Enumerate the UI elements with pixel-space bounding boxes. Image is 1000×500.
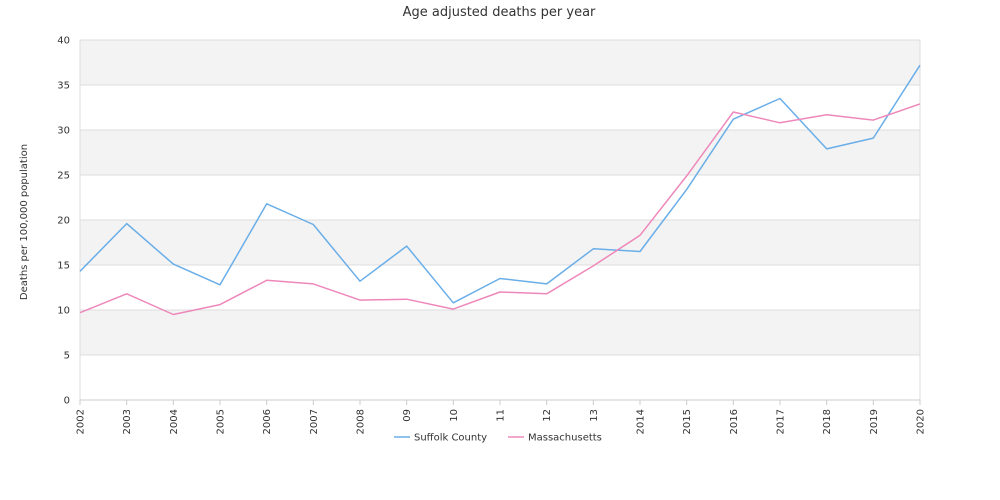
y-tick-label: 10 [57,306,70,317]
y-tick-label: 0 [64,396,70,407]
x-tick-label: 2019 [869,409,880,434]
y-tick-label: 40 [57,36,70,47]
y-tick-label: 5 [64,351,70,362]
grid-band [80,130,920,175]
x-tick-label: 2008 [356,409,367,434]
x-tick-label: 09 [402,409,413,422]
x-tick-label: 11 [496,409,507,422]
grid-band [80,310,920,355]
legend-label: Massachusetts [528,433,602,444]
legend-label: Suffolk County [414,433,487,444]
y-tick-label: 30 [57,126,70,137]
y-tick-label: 20 [57,216,70,227]
x-tick-label: 2004 [169,409,180,434]
grid-band [80,40,920,85]
grid-band [80,355,920,400]
x-tick-label: 2018 [822,409,833,434]
x-axis: 2002 2003 2004 2005 2006 2007 2008 09 10 11 12 13 20… [76,400,927,434]
x-tick-label: 10 [449,409,460,422]
legend: Suffolk County Massachusetts [394,433,602,444]
x-tick-label: 2005 [216,409,227,434]
series-group [79,64,921,316]
x-tick-label: 12 [542,409,553,422]
x-tick-label: 2007 [309,409,320,434]
x-tick-label: 2015 [682,409,693,434]
grid-bands [80,40,920,400]
y-tick-label: 35 [57,81,70,92]
y-tick-label: 15 [57,261,70,272]
legend-item: Massachusetts [508,433,602,444]
x-tick-label: 2002 [76,409,87,434]
y-tick-label: 25 [57,171,70,182]
x-tick-label: 2014 [636,409,647,434]
y-axis-label: Deaths per 100,000 population [19,144,30,300]
x-tick-label: 13 [589,409,600,422]
grid-band [80,265,920,310]
grid-band [80,175,920,220]
x-tick-label: 2006 [262,409,273,434]
legend-item: Suffolk County [394,433,487,444]
x-tick-label: 2016 [729,409,740,434]
series-line [79,64,921,304]
grid-band [80,220,920,265]
grid-band [80,85,920,130]
series-line [79,103,921,316]
chart-title: Age adjusted deaths per year [403,5,596,20]
y-axis: 0 5 10 15 20 25 30 35 40 [57,36,70,407]
x-tick-label: 2017 [776,409,787,434]
x-tick-label: 2003 [122,409,133,434]
x-tick-label: 2020 [916,409,927,434]
